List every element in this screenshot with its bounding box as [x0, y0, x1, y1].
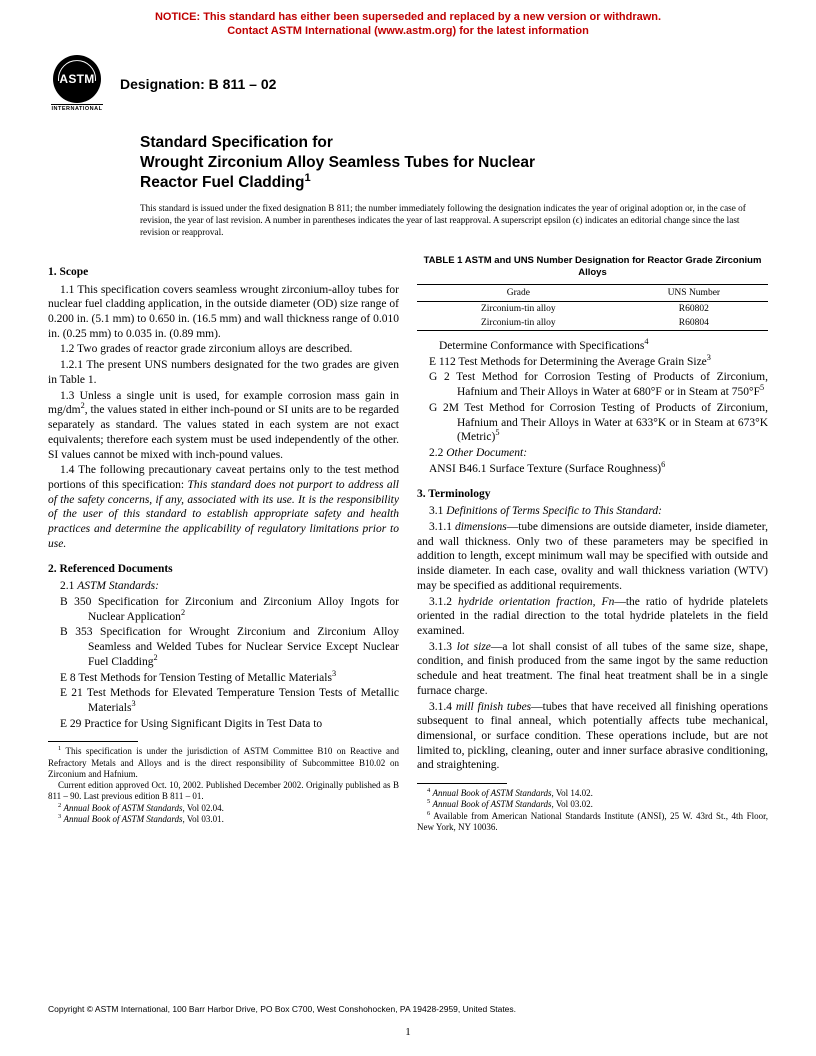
refdocs-head: 2. Referenced Documents [48, 562, 399, 577]
ref-e29-partial: E 29 Practice for Using Significant Digi… [48, 717, 399, 732]
ref-e21: E 21 Test Methods for Elevated Temperatu… [48, 686, 399, 715]
footnote-1a: 1 This specification is under the jurisd… [48, 746, 399, 780]
left-column: 1. Scope 1.1 This specification covers s… [48, 255, 399, 833]
notice-banner: NOTICE: This standard has either been su… [0, 0, 816, 43]
footnote-3: 3 Annual Book of ASTM Standards, Vol 03.… [48, 814, 399, 825]
footnote-rule-right [417, 783, 507, 784]
title-line2: Wrought Zirconium Alloy Seamless Tubes f… [140, 153, 776, 173]
astm-stds-sub: 2.1 ASTM Standards: [48, 579, 399, 594]
table-row: Zirconium-tin alloyR60802 [417, 301, 768, 316]
footnote-6: 6 Available from American National Stand… [417, 811, 768, 834]
designation: Designation: B 811 – 02 [120, 76, 276, 92]
ref-ansi: ANSI B46.1 Surface Texture (Surface Roug… [417, 462, 768, 477]
footnote-2: 2 Annual Book of ASTM Standards, Vol 02.… [48, 803, 399, 814]
scope-head: 1. Scope [48, 265, 399, 280]
astm-logo: ASTM INTERNATIONAL [48, 55, 106, 113]
issuance-note: This standard is issued under the fixed … [0, 193, 816, 239]
title-block: Standard Specification for Wrought Zirco… [0, 113, 816, 193]
p-3-1-3: 3.1.3 lot size—a lot shall consist of al… [417, 640, 768, 699]
terminology-head: 3. Terminology [417, 487, 768, 502]
th-uns: UNS Number [620, 284, 768, 301]
p-1-3: 1.3 Unless a single unit is used, for ex… [48, 389, 399, 463]
defs-sub: 3.1 Definitions of Terms Specific to Thi… [417, 504, 768, 519]
p-3-1-4: 3.1.4 mill finish tubes—tubes that have … [417, 700, 768, 774]
ref-g2m: G 2M Test Method for Corrosion Testing o… [417, 401, 768, 445]
p-1-4: 1.4 The following precautionary caveat p… [48, 463, 399, 551]
footnote-1b: Current edition approved Oct. 10, 2002. … [48, 780, 399, 803]
page-number: 1 [0, 1026, 816, 1038]
ref-e112: E 112 Test Methods for Determining the A… [417, 355, 768, 370]
p-3-1-1: 3.1.1 dimensions—tube dimensions are out… [417, 520, 768, 594]
ref-g2: G 2 Test Method for Corrosion Testing of… [417, 370, 768, 399]
columns: 1. Scope 1.1 This specification covers s… [0, 239, 816, 833]
table-row: Zirconium-tin alloyR60804 [417, 316, 768, 331]
title-line3: Reactor Fuel Cladding1 [140, 173, 776, 193]
logo-subtext: INTERNATIONAL [51, 104, 102, 112]
ref-e29-cont: Determine Conformance with Specification… [417, 339, 768, 354]
footnote-4: 4 Annual Book of ASTM Standards, Vol 14.… [417, 788, 768, 799]
th-grade: Grade [417, 284, 620, 301]
p-1-2-1: 1.2.1 The present UNS numbers designated… [48, 358, 399, 387]
notice-line1: NOTICE: This standard has either been su… [155, 11, 661, 23]
table-1: TABLE 1 ASTM and UNS Number Designation … [417, 255, 768, 331]
p-1-2: 1.2 Two grades of reactor grade zirconiu… [48, 342, 399, 357]
footnote-5: 5 Annual Book of ASTM Standards, Vol 03.… [417, 799, 768, 810]
ref-b350: B 350 Specification for Zirconium and Zi… [48, 595, 399, 624]
logo-text: ASTM [59, 72, 94, 86]
ref-b353: B 353 Specification for Wrought Zirconiu… [48, 625, 399, 669]
copyright-line: Copyright © ASTM International, 100 Barr… [48, 1004, 516, 1014]
p-3-1-2: 3.1.2 hydride orientation fraction, Fn—t… [417, 595, 768, 639]
other-doc-sub: 2.2 Other Document: [417, 446, 768, 461]
right-column: TABLE 1 ASTM and UNS Number Designation … [417, 255, 768, 833]
logo-circle: ASTM [53, 55, 101, 103]
notice-line2: Contact ASTM International (www.astm.org… [227, 25, 589, 37]
p-1-1: 1.1 This specification covers seamless w… [48, 283, 399, 342]
table-1-title: TABLE 1 ASTM and UNS Number Designation … [417, 255, 768, 280]
ref-e8: E 8 Test Methods for Tension Testing of … [48, 671, 399, 686]
title-line1: Standard Specification for [140, 133, 776, 153]
header-row: ASTM INTERNATIONAL Designation: B 811 – … [0, 43, 816, 113]
footnote-rule-left [48, 741, 138, 742]
table-1-body: Grade UNS Number Zirconium-tin alloyR608… [417, 284, 768, 331]
